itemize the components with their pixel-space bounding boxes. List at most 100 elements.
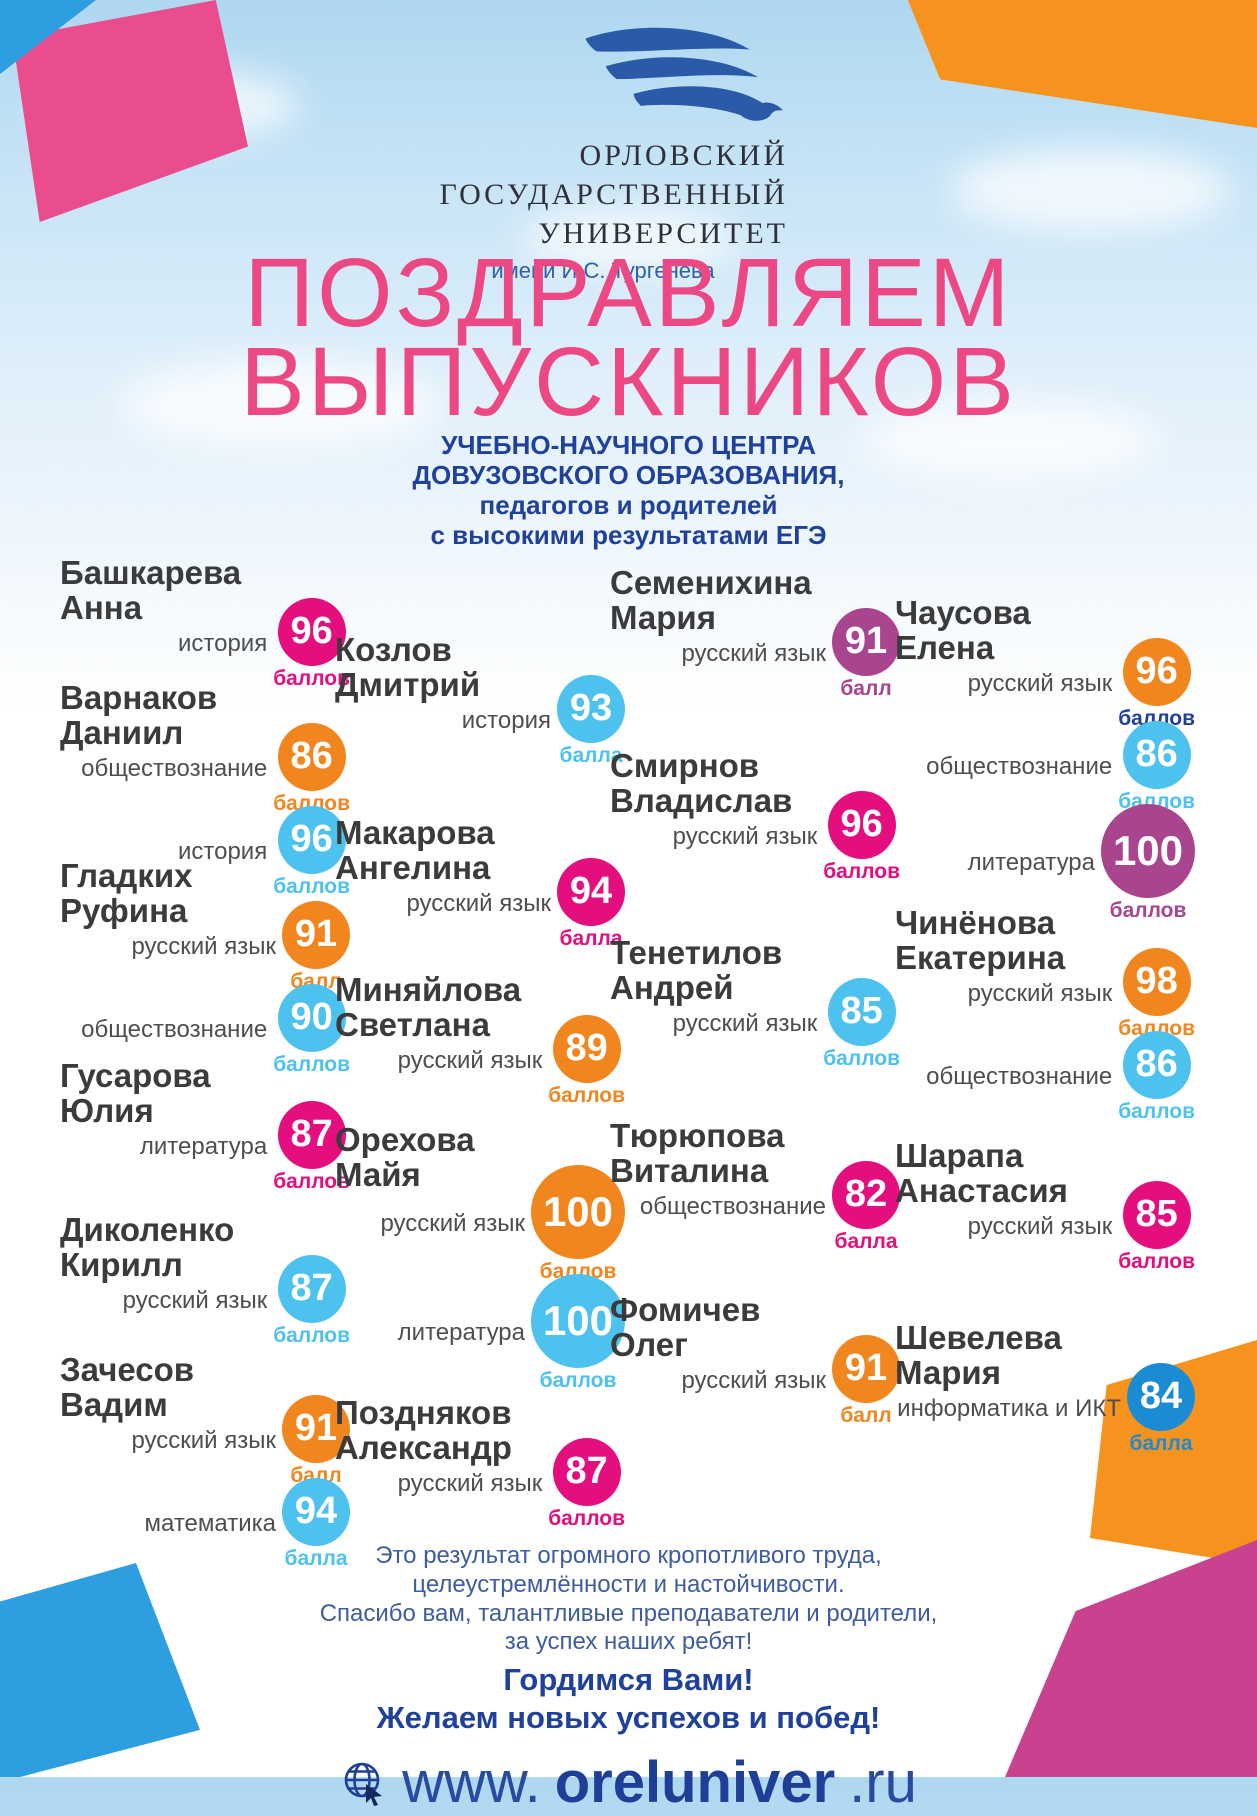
subject-label: литература (139, 1133, 268, 1161)
score-circle: 86 (1122, 1030, 1191, 1099)
score-unit-label: балла (834, 1229, 898, 1253)
subject-label: обществознание (81, 755, 268, 783)
score-unit-label: баллов (1118, 706, 1195, 730)
score-unit-label: баллов (823, 1046, 900, 1070)
student-card: Чаусова Елена русский язык 96 баллов общество… (895, 595, 1195, 923)
score-unit-label: баллов (539, 1368, 617, 1392)
student-name: Тюрюпова Виталина (610, 1117, 785, 1190)
cloud (860, 400, 1160, 480)
subject-label: русский язык (122, 1287, 268, 1315)
student-name: Орехова Майя (335, 1121, 475, 1194)
subject-label: обществознание (926, 753, 1113, 781)
score-unit-label: баллов (273, 666, 350, 690)
logo-text-subline: имени И.С. Тургенева (491, 258, 715, 283)
logo-text-line2: ГОСУДАРСТВЕННЫЙ (439, 178, 788, 211)
title-line2: ВЫПУСКНИКОВ (240, 327, 1017, 437)
title-line1: ПОЗДРАВЛЯЕМ (244, 238, 1013, 347)
score-circle: 90 (277, 983, 346, 1052)
student-name: Чаусова Елена (895, 594, 1031, 667)
student-card: Гладких Руфина русский язык 91 балл обществоз… (60, 858, 350, 1077)
score-unit-label: баллов (1118, 1099, 1195, 1123)
globe-icon (344, 1763, 383, 1807)
subject-label: русский язык (672, 1010, 818, 1038)
student-card: Зачесов Вадим русский язык 91 балл математика… (60, 1352, 350, 1571)
student-name: Поздняков Александр (335, 1394, 512, 1467)
url-www: www. (402, 1749, 541, 1815)
score-unit-label: баллов (273, 1169, 350, 1193)
subject-label: литература (397, 1319, 525, 1347)
url-tld: .ru (849, 1749, 917, 1815)
subject-label: русский язык (681, 640, 826, 668)
student-name: Зачесов Вадим (60, 1351, 195, 1424)
website-url[interactable]: www. oreluniver .ru (0, 1749, 1257, 1816)
logo-text-line3: УНИВЕРСИТЕТ (538, 217, 788, 250)
subject-label: русский язык (406, 890, 551, 918)
student-name: Козлов Дмитрий (335, 631, 481, 704)
score-circle: 82 (832, 1160, 900, 1229)
score-circle: 85 (827, 977, 896, 1046)
footer-line2: целеустремлённости и настойчивости. (412, 1570, 845, 1598)
score-unit-label: балла (1129, 1431, 1193, 1455)
subtitle-line1: УЧЕБНО-НАУЧНОГО ЦЕНТРА (441, 430, 816, 460)
score-unit-label: баллов (273, 791, 350, 815)
logo-text-line1: ОРЛОВСКИЙ (579, 139, 788, 172)
score-circle: 98 (1122, 947, 1191, 1016)
score-circle: 96 (827, 790, 896, 859)
subtitle-line3: педагогов и родителей (479, 490, 778, 521)
subtitle-line4: с высокими результатами ЕГЭ (430, 520, 827, 551)
student-name: Гладких Руфина (60, 857, 193, 930)
footer-line4: за успех наших ребят! (504, 1628, 753, 1656)
score-unit-label: баллов (1118, 1016, 1195, 1040)
student-card: Тюрюпова Виталина обществознание 82 балла (610, 1118, 900, 1254)
student-card: Смирнов Владислав русский язык 96 баллов (610, 748, 900, 884)
score-circle: 87 (277, 1254, 346, 1323)
footer-line1: Это результат огромного кропотливого тру… (375, 1542, 882, 1569)
score-circle: 93 (557, 674, 625, 743)
score-circle: 94 (282, 1477, 350, 1546)
subject-label: русский язык (380, 1210, 525, 1238)
student-card: Орехова Майя русский язык 100 баллов литерату… (335, 1122, 625, 1393)
score-circle: 96 (277, 805, 346, 874)
subject-label: обществознание (639, 1193, 826, 1221)
eagle-logo-icon (585, 27, 783, 121)
student-card: Варнаков Даниил обществознание 86 баллов исто… (60, 680, 350, 899)
subject-label: русский язык (967, 1213, 1113, 1241)
cloud (950, 150, 1230, 230)
score-circle: 87 (277, 1100, 346, 1169)
student-name: Варнаков Даниил (60, 679, 218, 752)
corner-shape-top-right-orange (907, 0, 1257, 128)
cloud (520, 210, 740, 270)
score-circle: 100 (1101, 803, 1195, 898)
student-card: Башкарева Анна история 96 баллов (60, 555, 350, 691)
subject-label: русский язык (397, 1470, 543, 1498)
student-name: Семенихина Мария (610, 564, 812, 637)
subtitle-line2: ДОВУЗОВСКОГО ОБРАЗОВАНИЯ, (412, 460, 845, 491)
score-unit-label: баллов (273, 1052, 350, 1076)
url-domain: oreluniver (554, 1749, 836, 1815)
subject-label: русский язык (131, 933, 276, 961)
score-circle: 100 (531, 1273, 625, 1368)
score-unit-label: баллов (1118, 1249, 1195, 1273)
student-card: Поздняков Александр русский язык 87 баллов (335, 1395, 625, 1531)
subject-label: обществознание (81, 1016, 268, 1044)
score-circle: 86 (277, 722, 346, 791)
student-card: Макарова Ангелина русский язык 94 балла (335, 815, 625, 951)
score-circle: 96 (277, 597, 346, 666)
subject-label: русский язык (681, 1367, 826, 1395)
student-name: Башкарева Анна (60, 554, 242, 627)
student-name: Тенетилов Андрей (610, 934, 783, 1007)
student-card: Шарапа Анастасия русский язык 85 баллов (895, 1138, 1195, 1274)
score-circle: 91 (832, 607, 900, 676)
subject-label: информатика и ИКТ (897, 1395, 1121, 1423)
score-unit-label: балла (559, 743, 623, 767)
footer-bold2: Желаем новых успехов и побед! (376, 1700, 881, 1735)
student-name: Шарапа Анастасия (895, 1137, 1068, 1210)
subject-label: история (177, 838, 268, 866)
student-name: Шевелева Мария (895, 1319, 1062, 1392)
subject-label: русский язык (967, 980, 1113, 1008)
footer-line3: Спасибо вам, талантливые преподаватели и… (319, 1599, 938, 1627)
student-name: Чинёнова Екатерина (895, 904, 1066, 977)
subject-label: история (177, 630, 268, 658)
student-card: Диколенко Кирилл русский язык 87 баллов (60, 1212, 350, 1348)
subject-label: история (461, 707, 551, 735)
